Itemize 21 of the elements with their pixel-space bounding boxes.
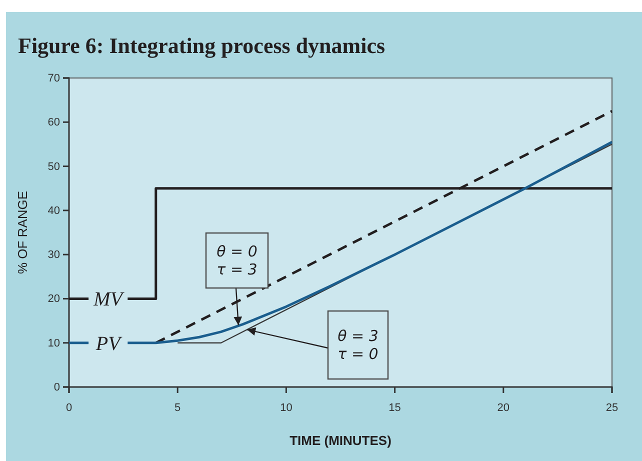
y-tick-label: 10	[48, 337, 60, 350]
y-tick-label: 20	[48, 293, 60, 306]
y-axis-title: % OF RANGE	[15, 190, 30, 274]
y-tick-label: 0	[54, 382, 60, 394]
x-tick-label: 5	[174, 402, 181, 414]
y-tick-label: 40	[48, 204, 60, 217]
y-tick-label: 30	[48, 249, 60, 262]
x-axis-title: TIME (MINUTES)	[290, 433, 392, 448]
chart-title: Figure 6: Integrating process dynamics	[18, 33, 386, 58]
series-label: MV	[92, 288, 126, 311]
y-tick-label: 70	[48, 72, 60, 85]
annotation: θ = 3 τ = 0	[338, 327, 378, 363]
x-tick-label: 10	[280, 402, 292, 414]
x-tick-label: 20	[497, 402, 510, 414]
x-tick-label: 25	[606, 402, 618, 414]
x-tick-label: 15	[388, 402, 401, 414]
y-tick-label: 50	[48, 160, 60, 173]
x-tick-label: 0	[66, 402, 72, 414]
annotation: θ = 0 τ = 3	[216, 242, 258, 278]
y-tick-label: 60	[48, 116, 60, 129]
series-label: PV	[94, 332, 124, 355]
